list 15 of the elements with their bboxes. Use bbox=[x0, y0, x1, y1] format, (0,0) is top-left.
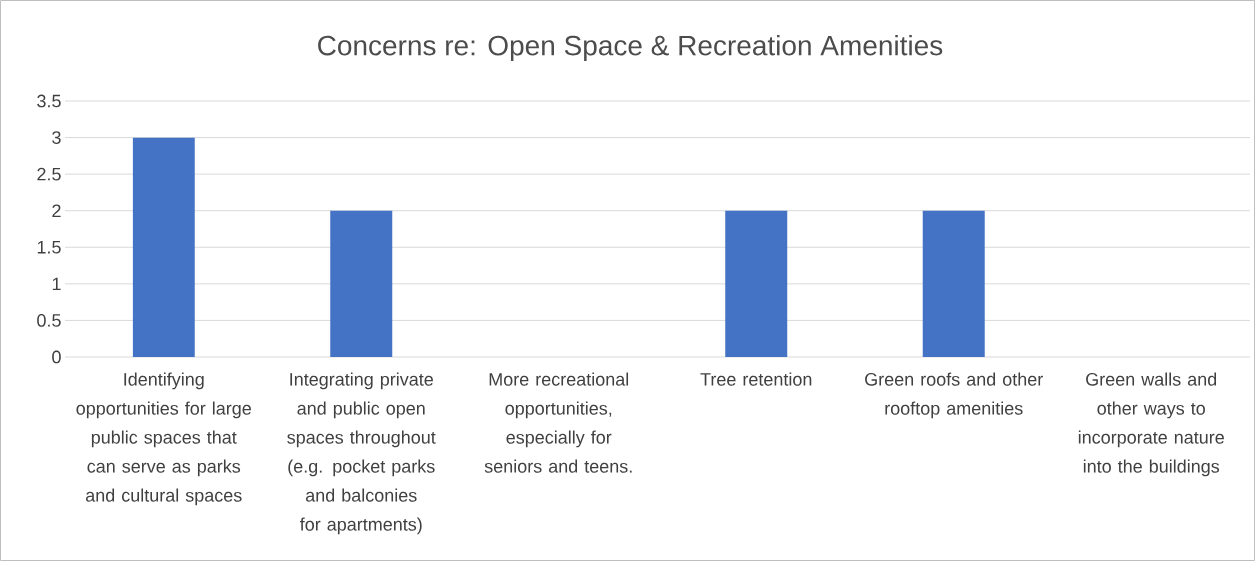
y-tick-label: 0.5 bbox=[37, 314, 61, 327]
y-tick-label: 2 bbox=[52, 204, 61, 217]
y-tick-label: 1 bbox=[52, 277, 61, 291]
x-tick-label: Tree retention bbox=[700, 372, 812, 386]
x-tick-label: Integrating private and public open spaces throughout (e.g. pocket parks and balconies for apartments) bbox=[287, 372, 436, 535]
chart-title: Concerns re: Open Space & Recreation Amenities bbox=[318, 34, 943, 62]
y-tick-label: 0 bbox=[52, 350, 61, 364]
y-tick-label: 3 bbox=[52, 131, 61, 144]
y-tick-label: 2.5 bbox=[37, 167, 61, 181]
y-tick-label: 1.5 bbox=[37, 240, 61, 254]
x-tick-label: Identifying opportunities for large public spaces that can serve as parks and cultural spaces bbox=[76, 372, 251, 506]
x-tick-label: Green roofs and other rooftop amenities bbox=[865, 372, 1043, 419]
y-tick-label: 3.5 bbox=[37, 94, 61, 108]
x-tick-label: Green walls and other ways to incorporate nature into the buildings bbox=[1078, 372, 1224, 477]
x-tick-label: More recreational opportunities, especially for seniors and teens. bbox=[484, 372, 632, 473]
